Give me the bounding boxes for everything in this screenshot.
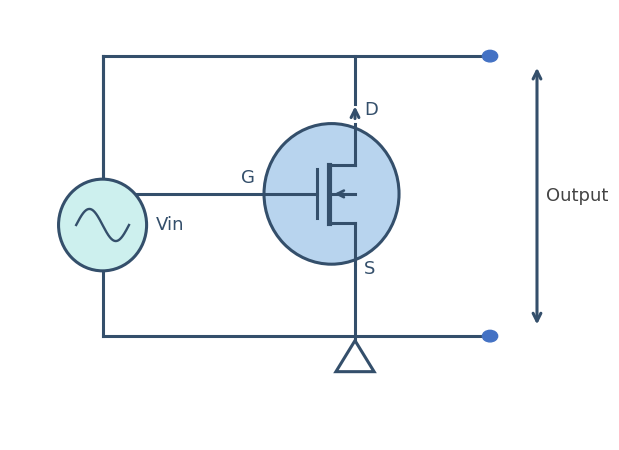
Text: D: D — [364, 101, 378, 119]
Ellipse shape — [59, 179, 147, 271]
Text: Output: Output — [546, 187, 608, 205]
Text: Vin: Vin — [155, 216, 184, 234]
Circle shape — [482, 330, 498, 342]
Text: G: G — [241, 169, 255, 187]
Circle shape — [482, 50, 498, 62]
Text: S: S — [364, 260, 375, 278]
Ellipse shape — [264, 124, 399, 264]
